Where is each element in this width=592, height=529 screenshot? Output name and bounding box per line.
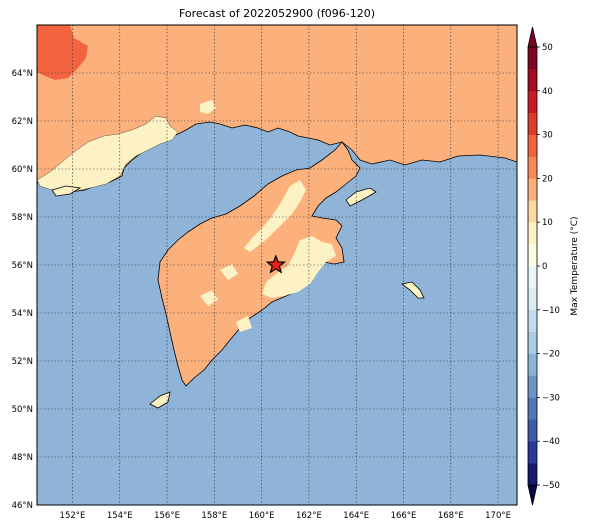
land-island-north-bay [345, 187, 377, 207]
lat-tick-label: 62°N [12, 117, 33, 127]
land-island-south [149, 391, 171, 409]
colorbar-band [528, 244, 537, 267]
colorbar-band [528, 156, 537, 179]
lon-tick-label: 154°E [107, 511, 133, 521]
land-warm-patch-nw [37, 25, 88, 80]
colorbar-band [528, 178, 537, 201]
colorbar-band [528, 266, 537, 289]
lon-tick-label: 170°E [485, 511, 511, 521]
land-spit-west [51, 185, 82, 197]
lon-tick-label: 166°E [391, 511, 417, 521]
colorbar-tick-label: −30 [542, 393, 560, 403]
colorbar-band [528, 463, 537, 486]
colorbar-tick-label: −50 [542, 481, 560, 491]
colorbar-tick-label: 10 [542, 218, 553, 228]
lon-tick-label: 158°E [201, 511, 227, 521]
lon-tick-label: 156°E [154, 511, 180, 521]
lon-tick-label: 160°E [249, 511, 275, 521]
colorbar-band [528, 68, 537, 92]
map-panel [37, 25, 517, 505]
lat-tick-label: 58°N [12, 213, 33, 223]
colorbar-band [528, 309, 537, 332]
land-cool-patch-kamchatka-4 [200, 290, 218, 306]
lat-tick-label: 50°N [12, 405, 33, 415]
land-cool-patch-kamchatka-5 [236, 316, 252, 332]
colorbar-band [528, 47, 537, 70]
colorbar-band [528, 419, 537, 442]
land-cool-patch-kamchatka [244, 180, 306, 252]
colorbar-tick-label: −20 [542, 350, 560, 360]
colorbar-label: Max Temperature (°C) [570, 216, 580, 315]
lat-tick-labels: 46°N 48°N 50°N 52°N 54°N 56°N 58°N 60°N 62°N 64°N [12, 69, 33, 511]
colorbar-tick-label: 0 [542, 262, 547, 272]
colorbar-tick-label: 20 [542, 174, 553, 184]
colorbar-band [528, 397, 537, 420]
land-cool-patch-kamchatka-2 [262, 236, 336, 298]
colorbar: 50 40 30 20 10 0 −10 −20 −30 −40 −50 [527, 26, 560, 506]
map-frame [36, 24, 518, 506]
colorbar-tick-label: 30 [542, 131, 553, 141]
colorbar-tick-label: −40 [542, 437, 560, 447]
colorbar-band [528, 90, 537, 113]
marker-layer [265, 254, 287, 274]
lat-tick-label: 46°N [12, 501, 33, 511]
colorbar-band [528, 331, 537, 354]
land-cool-patch-small [200, 100, 216, 114]
colorbar-band [528, 222, 537, 245]
land-mainland [37, 25, 517, 193]
land-kamchatka [157, 141, 361, 387]
lon-tick-label: 168°E [438, 511, 464, 521]
colorbar-tick-label: 50 [542, 43, 553, 53]
lon-tick-label: 152°E [60, 511, 86, 521]
colorbar-band [528, 112, 537, 135]
colorbar-tick-label: 40 [542, 87, 553, 97]
lon-tick-label: 162°E [296, 511, 322, 521]
lon-tick-labels: 152°E 154°E 156°E 158°E 160°E 162°E 164°E 166°E… [60, 511, 511, 521]
lat-tick-label: 56°N [12, 261, 33, 271]
lat-tick-label: 60°N [12, 165, 33, 175]
lat-tick-label: 52°N [12, 357, 33, 367]
lat-tick-label: 54°N [12, 309, 33, 319]
colorbar-extend-max [527, 26, 538, 48]
land-island-east [401, 281, 425, 299]
graticule [37, 25, 517, 505]
location-star-marker [265, 254, 287, 274]
lon-tick-label: 164°E [343, 511, 369, 521]
colorbar-band [528, 200, 537, 223]
lat-tick-label: 64°N [12, 69, 33, 79]
colorbar-band [528, 375, 537, 398]
land-cool-patch-kamchatka-3 [220, 264, 238, 280]
map-title: Forecast of 2022052900 (f096-120) [178, 7, 376, 20]
colorbar-extend-min [527, 484, 538, 506]
colorbar-band [528, 287, 537, 311]
colorbar-band [528, 353, 537, 376]
colorbar-tick-label: −10 [542, 306, 560, 316]
colorbar-band [528, 441, 537, 464]
lat-tick-label: 48°N [12, 453, 33, 463]
colorbar-band [528, 134, 537, 157]
